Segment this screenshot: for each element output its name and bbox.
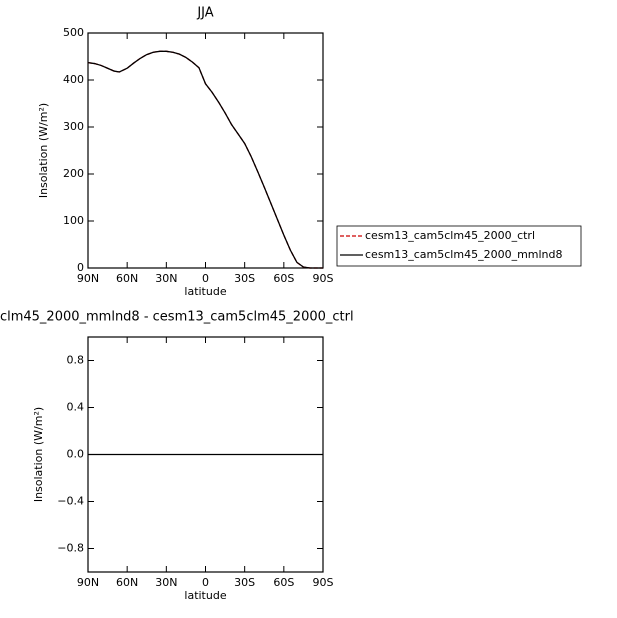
x-tick-label: 90N <box>77 272 99 285</box>
x-tick-label: 30S <box>234 576 255 589</box>
x-tick-label: 0 <box>202 272 209 285</box>
y-axis-label: Insolation (W/m²) <box>37 103 50 198</box>
y-tick-label: 200 <box>63 167 84 180</box>
y-tick-label: −0.8 <box>57 542 84 555</box>
legend-label: cesm13_cam5clm45_2000_mmlnd8 <box>365 248 563 261</box>
x-axis-label: latitude <box>184 589 226 602</box>
y-tick-label: 0.0 <box>67 448 85 461</box>
x-tick-label: 60N <box>116 576 138 589</box>
x-tick-label: 60N <box>116 272 138 285</box>
legend-label: cesm13_cam5clm45_2000_ctrl <box>365 229 535 242</box>
y-tick-label: 0.4 <box>67 401 85 414</box>
y-tick-label: 500 <box>63 26 84 39</box>
y-tick-label: 100 <box>63 214 84 227</box>
x-tick-label: 30N <box>155 576 177 589</box>
y-tick-label: 0 <box>77 261 84 274</box>
x-tick-label: 60S <box>273 272 294 285</box>
x-tick-label: 90S <box>313 272 334 285</box>
chart-title: _cam5clm45_2000_mmlnd8 - cesm13_cam5clm4… <box>0 310 354 325</box>
x-tick-label: 90S <box>313 576 334 589</box>
x-tick-label: 30N <box>155 272 177 285</box>
x-tick-label: 60S <box>273 576 294 589</box>
series-line <box>87 50 323 269</box>
x-tick-label: 30S <box>234 272 255 285</box>
chart-title: JJA <box>196 6 213 21</box>
y-tick-label: 300 <box>63 120 84 133</box>
x-tick-label: 90N <box>77 576 99 589</box>
legend-box <box>336 225 582 267</box>
x-axis-label: latitude <box>184 285 226 298</box>
y-axis-label: Insolation (W/m²) <box>32 407 45 502</box>
x-tick-label: 0 <box>202 576 209 589</box>
y-tick-label: 400 <box>63 73 84 86</box>
y-tick-label: 0.8 <box>67 354 85 367</box>
plot-frame <box>87 32 324 269</box>
y-tick-label: −0.4 <box>57 495 84 508</box>
